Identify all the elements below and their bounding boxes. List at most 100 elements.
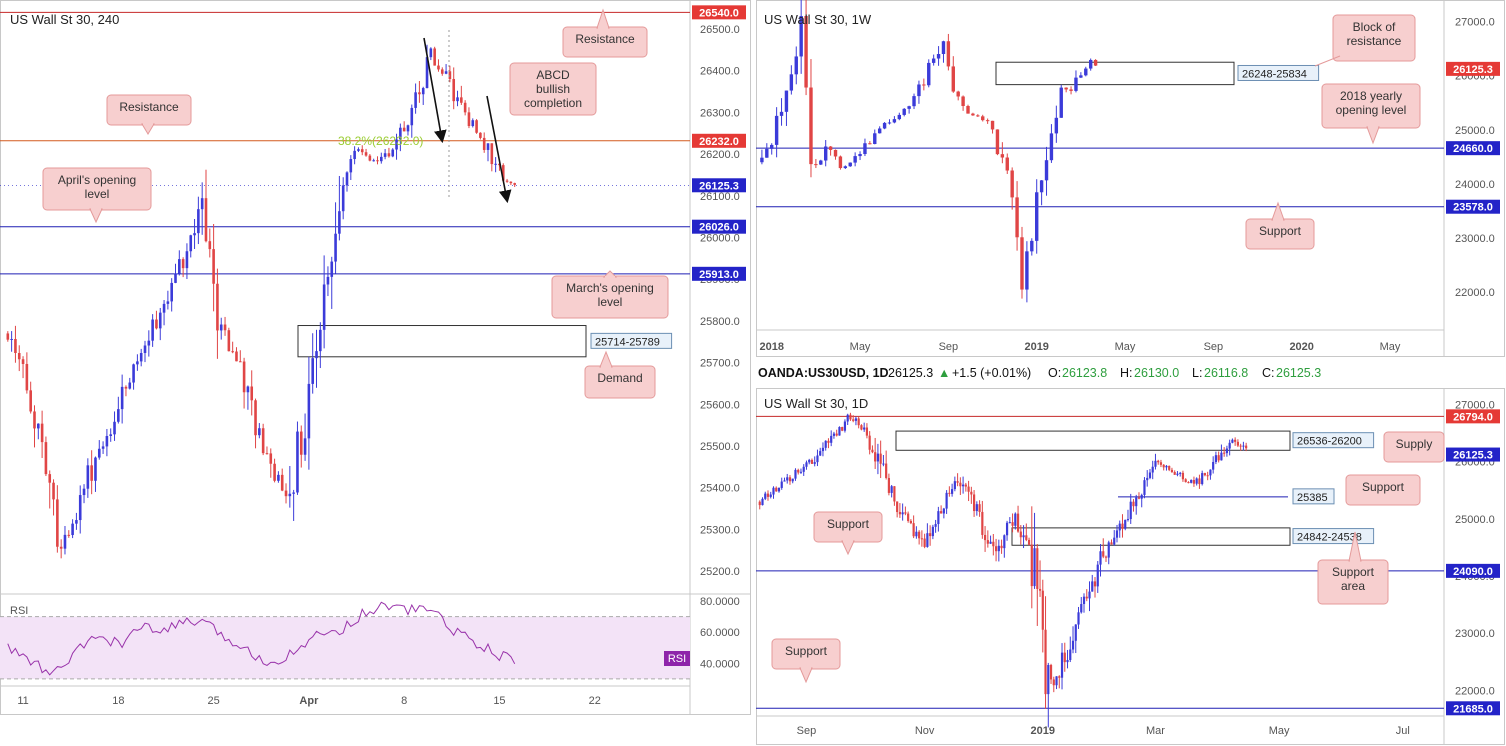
candle-body [1157, 460, 1160, 463]
candle-body [448, 71, 452, 79]
candle-body [1011, 522, 1014, 526]
candle-body [40, 423, 44, 443]
candle-body [1022, 535, 1025, 538]
candle-body [1129, 501, 1132, 520]
candle-body [835, 433, 838, 436]
candle-body [238, 361, 242, 363]
candle-body [1044, 160, 1049, 181]
candle-body [380, 156, 383, 162]
candle-body [956, 91, 960, 97]
candle-body [509, 181, 513, 184]
candle-body [1159, 462, 1163, 465]
candle-body [181, 259, 185, 269]
candle-body [1030, 240, 1034, 252]
candle-body [265, 453, 269, 455]
price-tag [1446, 409, 1500, 424]
y-tick-label: 26100.0 [700, 191, 740, 203]
candle-body [1137, 497, 1141, 499]
price-tag [1446, 61, 1500, 76]
candle-body [994, 546, 998, 552]
candle-body [75, 520, 78, 524]
candle-body [983, 534, 987, 541]
candle-body [25, 363, 29, 391]
candle-body [1225, 448, 1229, 454]
candle-body [788, 477, 792, 482]
candle-body [927, 62, 931, 86]
candle-body [962, 484, 965, 487]
candle-body [10, 339, 13, 341]
callout-pointer [1366, 126, 1380, 145]
candle-body [882, 122, 887, 129]
candle-body [1181, 472, 1185, 480]
candle-body [174, 273, 177, 283]
candle-body [1148, 472, 1152, 478]
resistance-block-label: 26248-25834 [1242, 68, 1307, 80]
candle-body [326, 276, 330, 285]
candle-body [893, 486, 896, 502]
candle-body [1041, 590, 1044, 630]
candle-body [1173, 471, 1176, 475]
candle-body [784, 90, 789, 112]
candle-body [178, 259, 181, 274]
candle-body [805, 462, 808, 467]
candle-body [296, 431, 299, 493]
candle-body [775, 487, 778, 492]
candle-body [1052, 679, 1055, 686]
candle-body [193, 233, 196, 236]
candle-body [1110, 542, 1113, 545]
candle-body [920, 538, 923, 540]
price-tag-label: 23578.0 [1453, 202, 1493, 214]
candle-body [250, 386, 254, 401]
candle-body [513, 183, 516, 185]
candle-body [1049, 133, 1054, 161]
candle-body [425, 57, 429, 89]
price-tag-label: 25913.0 [699, 269, 739, 281]
price-tag [692, 133, 746, 148]
y-tick-label: 22000.0 [1455, 685, 1495, 697]
candle-body [942, 508, 945, 514]
callout-text: 2018 yearly [1340, 89, 1402, 103]
support-zone-label-box [1292, 488, 1335, 505]
candle-body [779, 111, 784, 116]
candle-body [1124, 519, 1127, 529]
candle-body [1005, 522, 1009, 536]
candle-body [315, 351, 318, 359]
candle-body [21, 359, 25, 364]
candle-body [78, 495, 82, 521]
candle-body [44, 442, 48, 475]
candle-body [922, 84, 926, 86]
candle-body [273, 463, 276, 481]
candle-body [981, 511, 984, 535]
candle-body [197, 209, 200, 234]
candle-body [1099, 551, 1102, 565]
candle-body [1228, 442, 1231, 449]
supply-zone-label-box [1292, 432, 1375, 449]
callout-text: Resistance [119, 100, 179, 114]
candle-body [1201, 473, 1204, 485]
candle-body [904, 512, 907, 514]
candle-body [227, 330, 231, 352]
candle-body [876, 453, 880, 462]
candle-body [1140, 494, 1143, 499]
candle-body [1096, 564, 1099, 587]
candle-body [976, 115, 980, 117]
candle-body [1107, 542, 1110, 558]
candle-body [912, 96, 916, 107]
candle-body [760, 157, 764, 163]
y-tick-label: 26400.0 [700, 66, 740, 78]
callout-box [1383, 431, 1445, 463]
candle-body [813, 462, 816, 464]
resistance-block-zone [995, 61, 1235, 86]
candle-body [816, 455, 819, 463]
support-zone-label: 25385 [1297, 492, 1328, 504]
candle-body [166, 301, 170, 304]
candle-body [299, 431, 303, 455]
candle-body [1176, 473, 1179, 475]
candle-body [368, 155, 372, 161]
candle-body [909, 520, 912, 524]
y-tick-label: 25700.0 [700, 358, 740, 370]
candle-body [59, 546, 63, 549]
ohlc-field: 26123.8 [1062, 366, 1107, 380]
